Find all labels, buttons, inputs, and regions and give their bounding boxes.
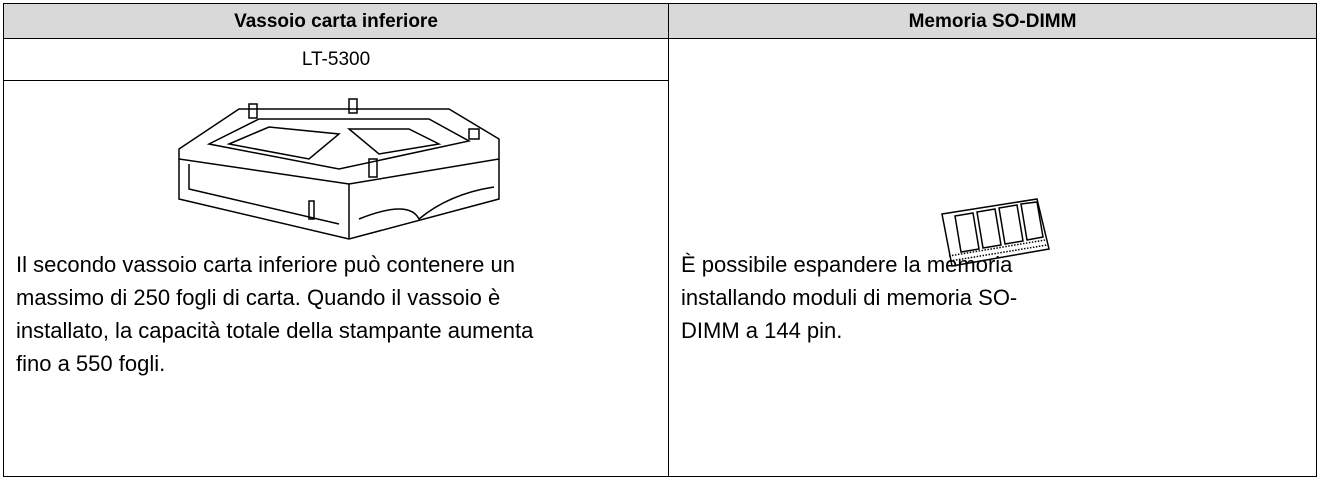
header-cell: Vassoio carta inferiore [4, 4, 668, 39]
column-divider [668, 4, 669, 476]
table: Vassoio carta inferiore Memoria SO-DIMM … [3, 3, 1317, 477]
tray-description: Il secondo vassoio carta inferiore può c… [16, 252, 534, 376]
memory-illustration [941, 198, 1050, 267]
memory-description: È possibile espandere la memoria install… [681, 252, 1018, 343]
header-cell: Memoria SO-DIMM [669, 4, 1316, 39]
model-name: LT-5300 [4, 39, 668, 81]
tray-illustration [178, 98, 500, 240]
